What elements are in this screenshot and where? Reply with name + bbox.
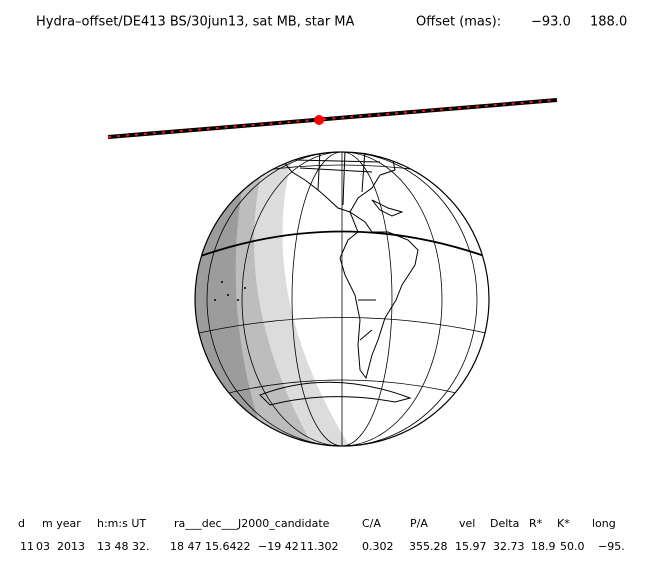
header-cell: C/A: [362, 517, 381, 530]
value-cell: 18.9: [531, 540, 556, 553]
value-cell: 11.302: [300, 540, 339, 553]
header-cell: long: [592, 517, 616, 530]
value-cell: −19 42: [258, 540, 299, 553]
title: Hydra–offset/DE413 BS/30jun13, sat MB, s…: [36, 15, 355, 30]
header-cell: K*: [557, 517, 570, 530]
value-cell: 13 48 32.: [97, 540, 149, 553]
value-cell: 355.28: [409, 540, 448, 553]
value-cell: 11: [20, 540, 34, 553]
value-cell: 50.0: [560, 540, 585, 553]
track-center: [314, 115, 324, 125]
value-cell: −95.: [598, 540, 625, 553]
globe-limb: [194, 151, 490, 447]
header-cell: Delta: [490, 517, 519, 530]
offset-y: 188.0: [590, 15, 627, 30]
header-cell: d: [18, 517, 25, 530]
value-cell: 18 47 15.6422: [170, 540, 250, 553]
track-ticks: [107, 99, 558, 138]
value-cell: 03: [36, 540, 50, 553]
offset-label: Offset (mas):: [416, 15, 501, 30]
value-cell: 32.73: [493, 540, 525, 553]
value-cell: 15.97: [455, 540, 487, 553]
value-cell: 0.302: [362, 540, 394, 553]
table-row: 11 03 2013 13 48 32. 18 47 15.6422 −19 42 11.3…: [20, 540, 625, 553]
header-cell: R*: [529, 517, 543, 530]
value-cell: 2013: [57, 540, 85, 553]
header-cell: h:m:s UT: [97, 517, 146, 530]
header-cell: m year: [42, 517, 81, 530]
offset-x: −93.0: [531, 15, 571, 30]
header-cell: P/A: [410, 517, 428, 530]
globe: [195, 152, 489, 446]
header-cell: ra___dec___J2000_candidate: [174, 517, 330, 530]
header-cell: vel: [459, 517, 475, 530]
table-header: d m year h:m:s UT ra___dec___J2000_candidat…: [18, 517, 616, 530]
